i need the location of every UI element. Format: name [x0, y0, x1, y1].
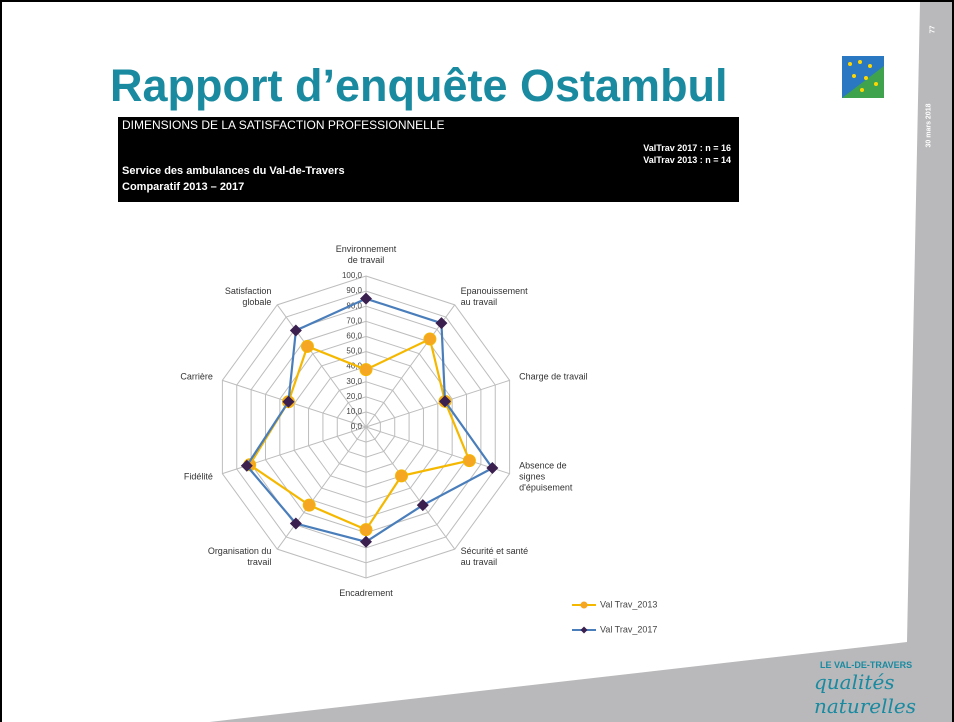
axis-label: Sécurité et santé au travail	[460, 546, 529, 568]
legend-label: Val Trav_2013	[600, 599, 657, 609]
r-tick-label: 90,0	[346, 286, 362, 295]
marker	[359, 363, 373, 377]
marker	[360, 292, 372, 305]
axis-label: Charge de travail	[519, 371, 588, 382]
marker	[359, 523, 373, 537]
marker	[302, 498, 316, 512]
legend-label: Val Trav_2017	[600, 624, 657, 634]
spoke	[365, 426, 510, 475]
marker	[423, 332, 437, 346]
axis-label: Encadrement	[339, 588, 393, 598]
axis-label: Organisation du travail	[207, 546, 272, 568]
marker	[300, 339, 314, 353]
axis-label: Satisfaction globale	[224, 285, 272, 307]
legend-marker	[580, 626, 588, 634]
axis-label: Fidélité	[183, 471, 213, 482]
header-heading: DIMENSIONS DE LA SATISFACTION PROFESSION…	[122, 118, 445, 132]
logo-flag	[842, 56, 884, 98]
spoke	[276, 426, 367, 550]
marker	[438, 395, 451, 408]
r-tick-label: 0,0	[351, 422, 363, 431]
marker	[282, 395, 295, 408]
marker	[289, 324, 302, 337]
slide-title: Rapport d’enquête Ostambul	[110, 60, 728, 111]
header-box: DIMENSIONS DE LA SATISFACTION PROFESSION…	[118, 117, 739, 202]
spoke	[276, 304, 367, 428]
marker	[486, 462, 499, 475]
r-tick-label: 10,0	[346, 407, 362, 416]
r-tick-label: 60,0	[346, 332, 362, 341]
header-n2013: ValTrav 2013 : n = 14	[643, 155, 731, 165]
r-tick-label: 70,0	[346, 316, 362, 325]
series-line	[245, 297, 494, 543]
marker	[416, 499, 429, 512]
axis-label: Environnement de travail	[335, 244, 397, 265]
marker	[360, 535, 372, 548]
r-tick-label: 30,0	[346, 377, 362, 386]
header-n2017: ValTrav 2017 : n = 16	[643, 143, 731, 153]
spoke	[365, 426, 456, 550]
axis-label: Carrière	[180, 371, 213, 382]
marker	[462, 454, 476, 468]
r-tick-label: 20,0	[346, 392, 362, 401]
r-tick-label: 80,0	[346, 301, 362, 310]
axis-label: Epanouissement au travail	[460, 285, 528, 307]
legend-marker	[580, 601, 588, 609]
marker	[289, 517, 302, 530]
spoke	[365, 379, 510, 428]
marker	[435, 317, 448, 330]
r-tick-label: 100,0	[342, 271, 363, 280]
marker	[395, 469, 409, 483]
header-comparison: Comparatif 2013 – 2017	[122, 181, 245, 193]
axis-label: Absence de signes d'épuisement	[519, 460, 573, 493]
marker	[240, 459, 253, 472]
logo-line1: LE VAL-DE-TRAVERS	[820, 660, 913, 670]
r-tick-label: 50,0	[346, 347, 362, 356]
logo-line2: qualités naturelles	[814, 670, 917, 718]
header-service: Service des ambulances du Val-de-Travers	[122, 165, 345, 177]
